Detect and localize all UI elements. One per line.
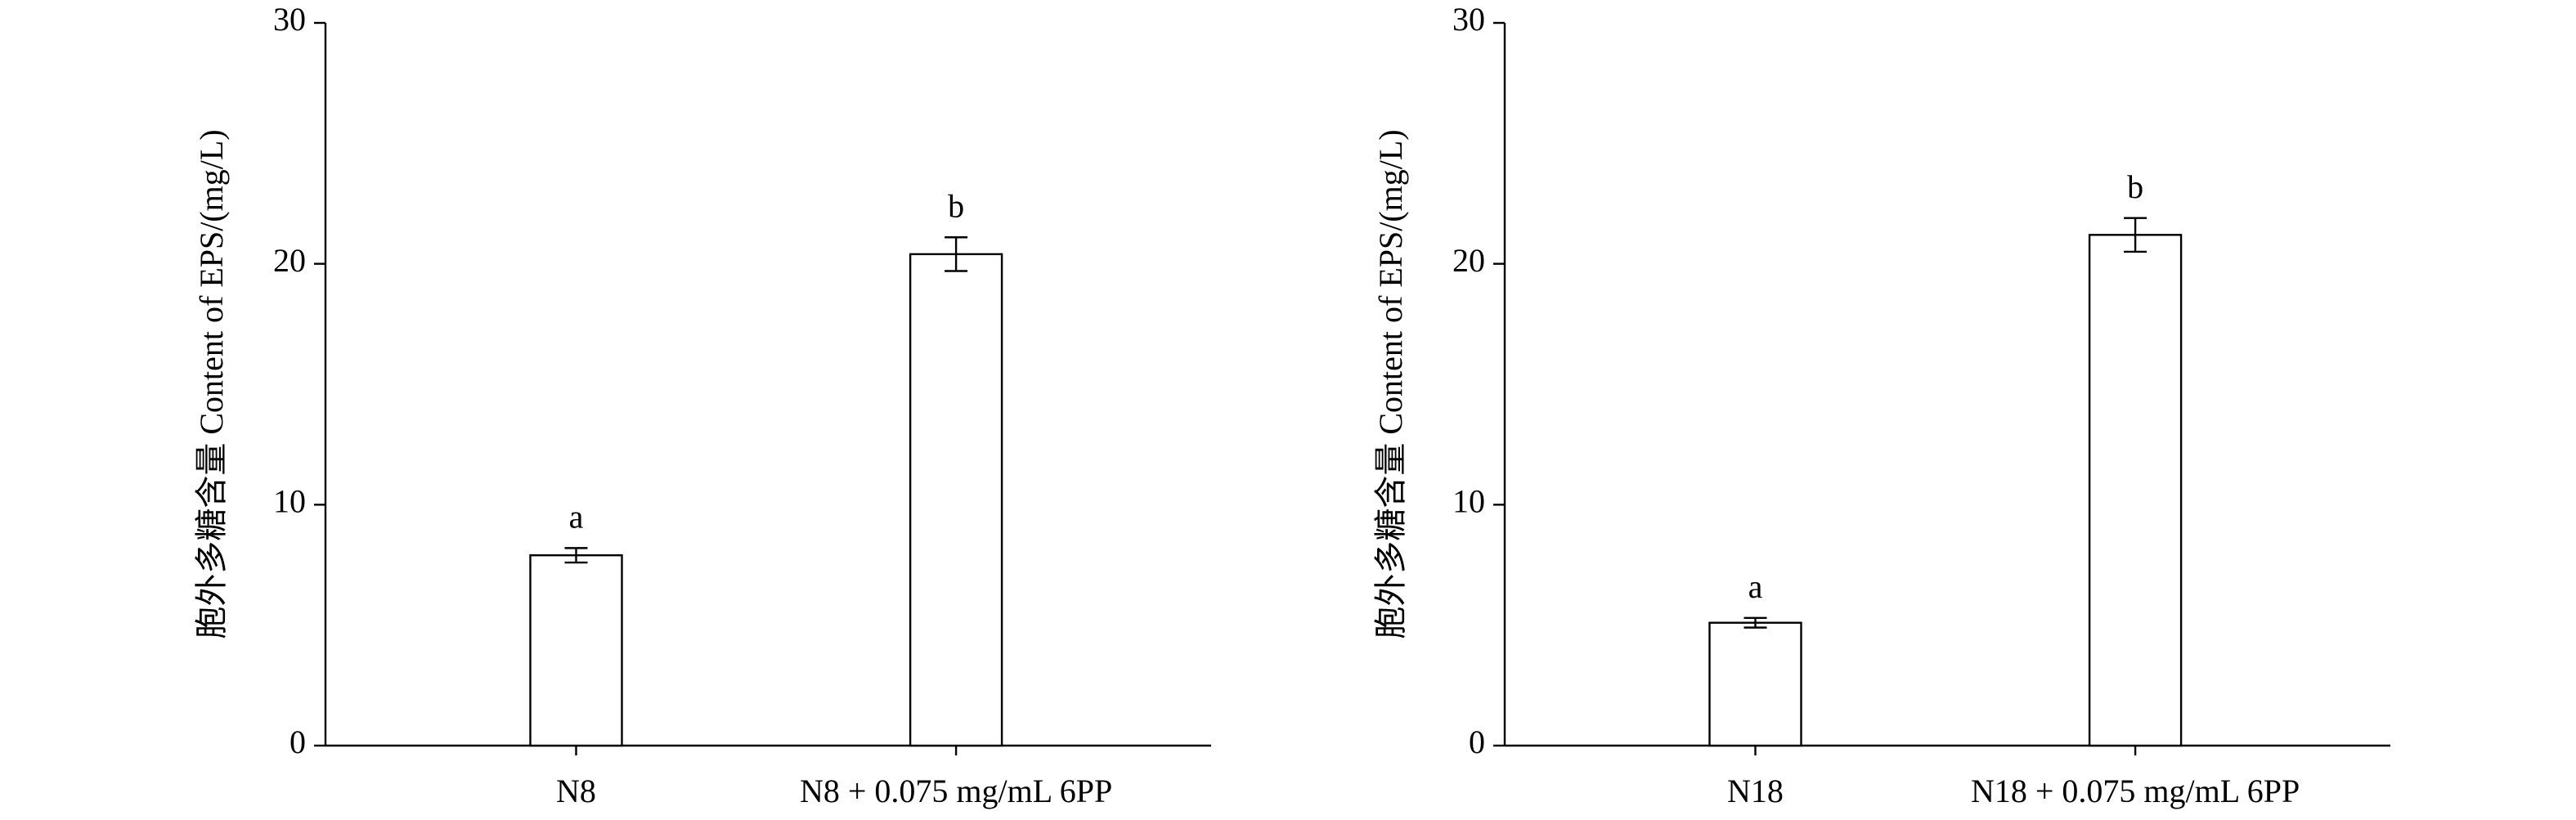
y-tick-label: 30 bbox=[273, 1, 306, 38]
significance-label: a bbox=[1748, 568, 1763, 605]
bar bbox=[2088, 234, 2183, 747]
x-tick-label: N18 + 0.075 mg/mL 6PP bbox=[1971, 773, 2300, 809]
y-tick-label: 10 bbox=[273, 483, 306, 520]
x-tick-label: N8 + 0.075 mg/mL 6PP bbox=[800, 773, 1112, 809]
y-tick-label: 0 bbox=[289, 724, 306, 760]
bar bbox=[909, 253, 1003, 747]
y-tick-label: 0 bbox=[1469, 724, 1485, 760]
significance-label: b bbox=[948, 187, 964, 224]
significance-label: a bbox=[569, 499, 584, 535]
x-tick-label: N18 bbox=[1727, 773, 1784, 809]
x-tick-label: N8 bbox=[556, 773, 596, 809]
bar bbox=[1708, 621, 1802, 747]
y-tick-label: 20 bbox=[273, 242, 306, 279]
y-axis-label: 胞外多糖含量 Content of EPS/(mg/L) bbox=[193, 129, 230, 639]
y-tick-label: 30 bbox=[1452, 1, 1485, 38]
significance-label: b bbox=[2127, 168, 2143, 205]
y-tick-label: 20 bbox=[1452, 242, 1485, 279]
bar bbox=[529, 554, 623, 747]
y-axis-label: 胞外多糖含量 Content of EPS/(mg/L) bbox=[1372, 129, 1409, 639]
y-tick-label: 10 bbox=[1452, 483, 1485, 520]
